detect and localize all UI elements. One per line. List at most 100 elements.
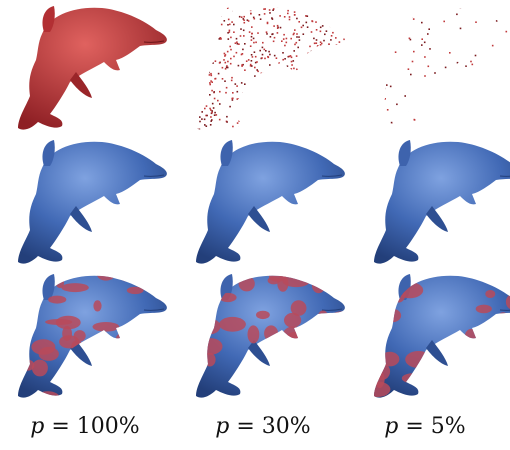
point [334,113,337,116]
point [221,78,224,80]
point [211,89,213,92]
point [284,67,287,69]
point [233,31,235,33]
point [300,9,303,11]
point [277,121,279,123]
point [293,82,295,84]
point [315,73,317,75]
point [310,31,313,33]
point [261,85,264,87]
point [408,111,410,113]
point [329,6,332,7]
overlay-patch [247,325,260,344]
point [299,73,302,75]
overlay-patch [374,381,391,398]
point [204,124,206,126]
point [330,100,332,102]
point [210,72,212,75]
point [225,86,228,89]
point [266,22,269,25]
dolphin-mouth [321,308,343,311]
point [228,29,231,32]
point [371,34,373,36]
point [226,121,228,123]
point [209,8,211,11]
point [301,71,303,73]
point [294,88,296,91]
point [256,116,259,118]
point [238,126,240,129]
point [239,107,242,109]
caption-value: = 30% [229,414,311,439]
dolphin-fin [220,140,233,166]
point [250,60,253,62]
point [272,33,274,35]
point [465,4,467,6]
overlay-patch [464,328,478,344]
point [342,17,344,19]
overlay-patch [35,391,61,398]
point [285,37,288,40]
dolphin-overlay-100-svg [18,274,167,398]
point [221,125,223,127]
point [308,127,310,130]
point [205,40,208,43]
point [209,94,211,96]
point [268,4,270,6]
point [231,99,234,101]
point [256,69,258,71]
overlay-patch [405,351,432,368]
point [266,89,269,91]
point [224,80,226,82]
point [339,60,341,62]
point [307,114,309,117]
point [280,98,283,100]
point [491,115,493,118]
point [430,82,432,85]
point [282,82,285,85]
point [344,79,345,82]
point [256,119,258,122]
point [236,41,238,43]
point [307,52,309,55]
point [314,81,316,84]
point [251,65,253,67]
point [293,32,295,35]
point [329,124,331,126]
point [282,58,284,61]
point [315,12,318,14]
point [282,96,284,98]
point [459,6,462,9]
point [203,68,206,70]
point [330,39,332,41]
point [337,6,339,8]
point [347,106,348,108]
point [277,103,280,105]
point [204,19,207,22]
point [242,9,244,12]
point [280,126,282,128]
point [247,103,250,105]
point [320,42,323,45]
point [214,46,216,49]
point [426,115,429,118]
dolphin-body [196,275,345,398]
point [230,36,232,39]
point [315,39,318,41]
point [245,95,248,97]
point [342,67,344,69]
point [320,50,322,52]
point [240,127,242,129]
point [337,127,339,129]
point [225,91,227,94]
point [290,60,293,63]
point [242,29,245,32]
point [463,118,466,120]
point [214,18,216,21]
point [323,72,325,75]
point [211,60,213,63]
point [293,67,295,70]
point [327,124,329,126]
point [284,115,286,118]
point [203,24,205,27]
